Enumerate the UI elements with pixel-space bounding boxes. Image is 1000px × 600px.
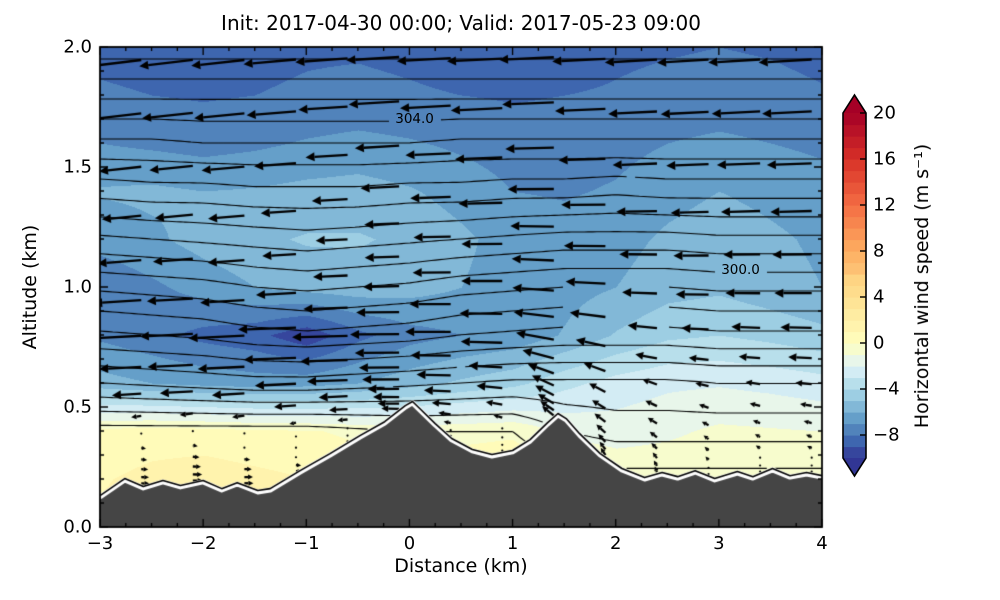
y-tick-label: 1.0: [63, 276, 92, 298]
colorbar-step: [843, 435, 866, 448]
colorbar-tick-label: 16: [873, 148, 896, 170]
colorbar-step: [843, 262, 866, 275]
colorbar-step: [843, 251, 866, 264]
colorbar-step: [843, 343, 866, 356]
colorbar-step: [843, 124, 866, 137]
x-tick-label: −1: [293, 533, 320, 554]
colorbar-step: [843, 354, 866, 367]
colorbar-tick-label: 8: [873, 240, 885, 262]
colorbar-step: [843, 216, 866, 229]
colorbar-step: [843, 228, 866, 241]
x-tick-label: 3: [713, 533, 725, 554]
colorbar-step: [843, 182, 866, 195]
colorbar-step: [843, 331, 866, 344]
colorbar-step: [843, 170, 866, 183]
colorbar-step: [843, 147, 866, 160]
y-tick-label: 0.5: [63, 396, 92, 418]
y-tick-label: 0.0: [63, 516, 92, 538]
y-tick-label: 2.0: [63, 36, 92, 58]
colorbar-step: [843, 389, 866, 402]
colorbar-tick-label: −8: [873, 424, 900, 446]
x-tick-label: −3: [86, 533, 114, 554]
x-tick-label: 4: [816, 533, 828, 554]
colorbar-step: [843, 400, 866, 413]
colorbar-step: [843, 136, 866, 149]
colorbar-step: [843, 366, 866, 379]
colorbar-tick-label: 20: [873, 102, 896, 124]
plot-title: Init: 2017-04-30 00:00; Valid: 2017-05-2…: [221, 11, 701, 35]
colorbar-step: [843, 274, 866, 287]
y-tick-label: 1.5: [63, 156, 92, 178]
colorbar-step: [843, 308, 866, 321]
colorbar-step: [843, 320, 866, 333]
colorbar-tick-label: 0: [873, 332, 885, 354]
x-tick-label: 0: [403, 533, 416, 554]
colorbar-over-arrow: [843, 95, 866, 113]
colorbar-label: Horizontal wind speed (m s⁻¹): [911, 143, 933, 429]
colorbar-step: [843, 446, 866, 459]
colorbar-step: [843, 285, 866, 298]
colorbar-under-arrow: [843, 458, 866, 476]
colorbar-step: [843, 377, 866, 390]
colorbar-step: [843, 159, 866, 172]
colorbar: [842, 93, 867, 478]
x-tick-label: 2: [609, 533, 622, 554]
contour-label: 304.0: [395, 111, 434, 127]
colorbar-outline: [842, 93, 867, 478]
y-axis-label: Altitude (km): [19, 224, 41, 350]
contour-label: 300.0: [721, 262, 760, 279]
x-axis-label: Distance (km): [394, 555, 528, 577]
colorbar-tick-label: −4: [873, 378, 900, 400]
colorbar-tick-label: 4: [873, 286, 885, 308]
colorbar-step: [843, 113, 866, 126]
colorbar-step: [843, 239, 866, 252]
colorbar-tick-label: 12: [873, 194, 896, 216]
colorbar-step: [843, 297, 866, 310]
colorbar-step: [843, 205, 866, 218]
x-tick-label: 1: [506, 533, 519, 554]
colorbar-step: [843, 193, 866, 206]
colorbar-step: [843, 412, 866, 425]
x-tick-label: −2: [189, 533, 217, 554]
colorbar-step: [843, 423, 866, 436]
